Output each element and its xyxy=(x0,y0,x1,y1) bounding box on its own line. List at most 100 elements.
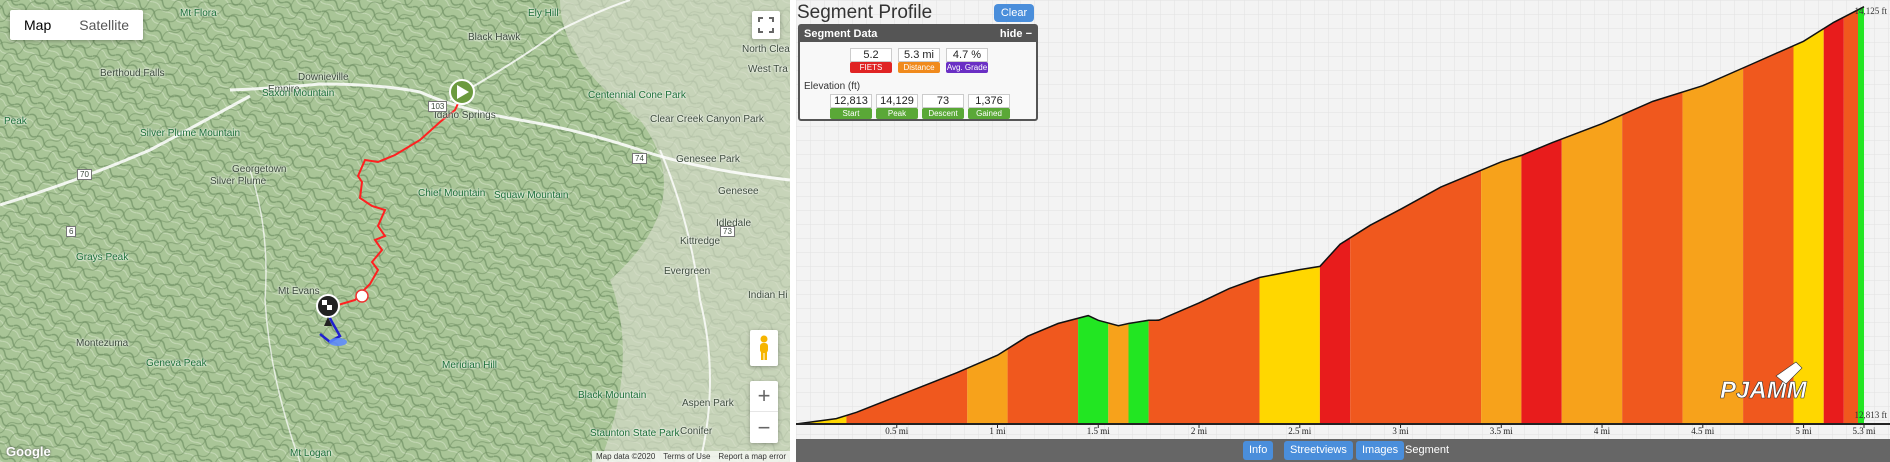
svg-text:PJAMM: PJAMM xyxy=(1720,377,1808,404)
map-canvas[interactable] xyxy=(0,0,790,462)
map-label: Chief Mountain xyxy=(418,188,486,199)
grade-band xyxy=(1843,9,1858,425)
grade-band xyxy=(1561,114,1623,425)
map-panel[interactable]: Map Satellite + − Mt Flora Ely Hill Black … xyxy=(0,0,790,462)
grade-band xyxy=(1682,67,1744,425)
map-label: Montezuma xyxy=(76,338,129,349)
map-label: Evergreen xyxy=(664,266,711,277)
map-label: 74 xyxy=(632,153,647,164)
map-label: Genesee xyxy=(718,186,759,197)
map-label: Black Mountain xyxy=(578,390,647,401)
pjamm-logo: PJAMM xyxy=(1716,358,1826,415)
x-tick-label: 4 mi xyxy=(1593,426,1611,436)
map-label: Geneva Peak xyxy=(146,358,207,369)
grade-band xyxy=(1521,139,1562,424)
fiets-stat: 5.2 FIETS xyxy=(850,48,892,73)
gained-label: Gained xyxy=(968,108,1010,119)
elevation-line xyxy=(796,6,1865,425)
x-tick-label: 3 mi xyxy=(1392,426,1409,436)
map-label: Clear Creek Canyon Park xyxy=(650,114,764,125)
fiets-value: 5.2 xyxy=(850,48,892,62)
gained-stat: 1,376 Gained xyxy=(968,94,1010,119)
terms-link[interactable]: Terms of Use xyxy=(663,452,711,461)
map-type-control: Map Satellite xyxy=(10,10,144,40)
avg-grade-value: 4.7 % xyxy=(946,48,988,62)
distance-label: Distance xyxy=(898,62,940,73)
map-label: Conifer xyxy=(680,426,713,437)
tab-segment[interactable]: Segment xyxy=(1405,444,1450,456)
start-stat: 12,813 Start xyxy=(830,94,872,119)
map-label: Berthoud Falls xyxy=(100,68,165,79)
zoom-out-button[interactable]: − xyxy=(757,414,771,440)
google-logo[interactable]: Google xyxy=(6,444,51,459)
map-label: Georgetown xyxy=(232,164,287,175)
segment-data-header: Segment Data hide − xyxy=(800,26,1036,42)
map-label: Saxon Mountain xyxy=(262,88,335,99)
map-label: Staunton State Park xyxy=(590,428,680,439)
route-path xyxy=(324,94,463,309)
zoom-in-button[interactable]: + xyxy=(750,381,778,412)
map-type-satellite-button[interactable]: Satellite xyxy=(79,17,130,33)
map-label: Squaw Mountain xyxy=(494,190,569,201)
avg-grade-stat: 4.7 % Avg. Grade xyxy=(946,48,988,73)
pegman-button[interactable] xyxy=(750,330,778,366)
x-tick-label: 3.5 mi xyxy=(1489,426,1513,436)
grade-band xyxy=(1481,155,1522,424)
map-label: Downieville xyxy=(298,72,349,83)
start-marker-icon[interactable] xyxy=(449,79,475,105)
start-value: 12,813 xyxy=(830,94,872,108)
map-label: Silver Plume xyxy=(210,176,267,187)
clear-button[interactable]: Clear xyxy=(994,4,1034,22)
map-label: West Tra xyxy=(748,64,788,75)
map-label: Aspen Park xyxy=(682,398,734,409)
map-label: Mt Evans xyxy=(278,286,320,297)
map-label: Mt Logan xyxy=(290,448,332,459)
finish-marker-icon[interactable] xyxy=(316,294,340,326)
grade-band xyxy=(846,368,968,424)
gained-value: 1,376 xyxy=(968,94,1010,108)
distance-value: 5.3 mi xyxy=(898,48,940,62)
grade-band xyxy=(1858,6,1864,424)
map-label: Centennial Cone Park xyxy=(588,90,686,101)
x-tick-label: 1 mi xyxy=(989,426,1006,436)
descent-stat: 73 Descent xyxy=(922,94,964,119)
grade-band xyxy=(1007,318,1079,424)
peak-value: 14,129 xyxy=(876,94,918,108)
map-label: Idledale xyxy=(716,218,752,229)
x-tick-label: 0.5 mi xyxy=(885,426,909,436)
tab-images[interactable]: Images xyxy=(1356,441,1405,460)
start-label: Start xyxy=(830,108,872,119)
map-label: Ely Hill xyxy=(528,8,559,19)
fiets-label: FIETS xyxy=(850,62,892,73)
x-tick-label: 5 mi xyxy=(1795,426,1812,436)
segment-data-panel: Segment Data hide − 5.2 FIETS 5.3 mi Dis… xyxy=(798,24,1038,121)
descent-label: Descent xyxy=(922,108,964,119)
map-label: North Clear Creek Fal xyxy=(742,44,790,55)
grade-band xyxy=(1078,316,1109,424)
avg-grade-label: Avg. Grade xyxy=(946,62,988,73)
hide-button[interactable]: hide − xyxy=(1000,26,1032,42)
map-label: 73 xyxy=(720,226,735,237)
grade-band xyxy=(1108,323,1129,424)
y-axis-bottom-label: 12,813 ft xyxy=(1854,410,1888,420)
minus-icon: − xyxy=(1025,28,1032,40)
map-label: Silver Plume Mountain xyxy=(140,128,241,139)
x-tick-label: 4.5 mi xyxy=(1691,426,1715,436)
grade-band xyxy=(1350,170,1482,424)
tab-streetviews[interactable]: Streetviews xyxy=(1284,441,1353,460)
report-error-link[interactable]: Report a map error xyxy=(718,452,786,461)
pegman-icon xyxy=(760,335,768,360)
map-label: Grays Peak xyxy=(76,252,129,263)
elevation-chart xyxy=(796,0,1890,462)
segment-profile-panel: Segment Profile Clear Segment Data hide … xyxy=(796,0,1890,462)
map-type-map-button[interactable]: Map xyxy=(24,17,52,33)
grade-band xyxy=(967,348,1008,424)
fullscreen-button[interactable] xyxy=(752,11,780,39)
tab-info[interactable]: Info xyxy=(1243,441,1274,460)
pjamm-logo-icon: PJAMM xyxy=(1720,361,1808,404)
elevation-label: Elevation (ft) xyxy=(804,81,861,92)
y-axis-top-label: 14,125 ft xyxy=(1854,6,1888,16)
map-copyright: Map data ©2020 Terms of Use Report a map… xyxy=(592,451,790,462)
map-label: Indian Hi xyxy=(748,290,788,301)
